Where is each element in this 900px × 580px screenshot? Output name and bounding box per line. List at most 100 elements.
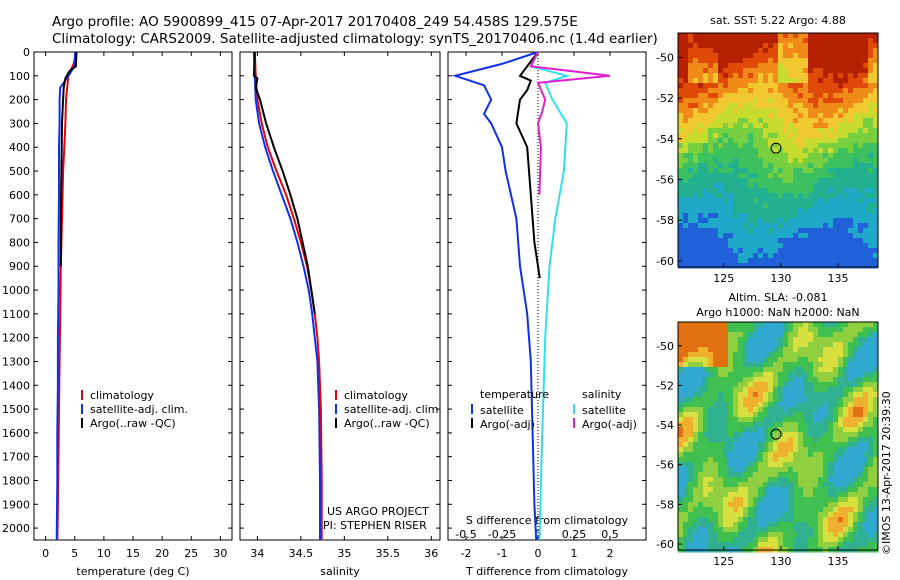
map-cell xyxy=(763,173,769,179)
map-cell xyxy=(858,427,864,433)
map-cell xyxy=(873,432,879,438)
map-cell xyxy=(858,228,864,234)
map-cell xyxy=(753,203,759,209)
map-cell xyxy=(783,228,789,234)
map-cell xyxy=(793,93,799,99)
map-cell xyxy=(708,153,714,159)
map-cell xyxy=(698,372,704,378)
map-cell xyxy=(873,168,879,174)
map-cell xyxy=(858,347,864,353)
map-cell xyxy=(703,58,709,64)
map-cell xyxy=(818,477,824,483)
map-cell xyxy=(708,522,714,528)
map-cell xyxy=(838,517,844,523)
map-cell xyxy=(728,492,734,498)
map-cell xyxy=(708,362,714,368)
map-cell xyxy=(718,143,724,149)
map-cell xyxy=(813,542,819,548)
map-cell xyxy=(748,148,754,154)
map-cell xyxy=(728,327,734,333)
map-cell xyxy=(703,417,709,423)
map-cell xyxy=(758,352,764,358)
map-cell xyxy=(738,103,744,109)
map-cell xyxy=(758,337,764,343)
map-cell xyxy=(818,392,824,398)
map-cell xyxy=(728,322,734,328)
map-cell xyxy=(718,417,724,423)
map-cell xyxy=(793,442,799,448)
map-cell xyxy=(683,63,689,69)
map-cell xyxy=(773,447,779,453)
map-cell xyxy=(758,507,764,513)
map-cell xyxy=(753,322,759,328)
map-cell xyxy=(773,198,779,204)
map-cell xyxy=(718,213,724,219)
map-y-tick-label: -50 xyxy=(656,340,674,353)
map-cell xyxy=(813,158,819,164)
map-cell xyxy=(873,422,879,428)
map-cell xyxy=(758,357,764,363)
map-cell xyxy=(788,73,794,79)
map-cell xyxy=(758,248,764,254)
map-cell xyxy=(843,138,849,144)
map-cell xyxy=(718,507,724,513)
map-cell xyxy=(738,158,744,164)
map-cell xyxy=(793,253,799,259)
map-cell xyxy=(858,108,864,114)
map-cell xyxy=(718,138,724,144)
map-cell xyxy=(693,357,699,363)
map-cell xyxy=(758,103,764,109)
map-cell xyxy=(743,527,749,533)
map-cell xyxy=(683,442,689,448)
map-cell xyxy=(753,327,759,333)
map-cell xyxy=(688,412,694,418)
map-cell xyxy=(848,507,854,513)
map-cell xyxy=(693,143,699,149)
map-cell xyxy=(803,53,809,59)
map-cell xyxy=(798,63,804,69)
map-cell xyxy=(683,223,689,229)
map-cell xyxy=(683,472,689,478)
map-cell xyxy=(873,253,879,259)
map-cell xyxy=(758,148,764,154)
map-cell xyxy=(713,163,719,169)
map-cell xyxy=(703,78,709,84)
map-cell xyxy=(853,407,859,413)
map-cell xyxy=(698,103,704,109)
map-cell xyxy=(798,437,804,443)
map-cell xyxy=(863,487,869,493)
map-cell xyxy=(868,33,874,39)
map-cell xyxy=(708,118,714,124)
map-cell xyxy=(783,332,789,338)
map-cell xyxy=(848,33,854,39)
map-cell xyxy=(818,337,824,343)
map-cell xyxy=(823,98,829,104)
map-cell xyxy=(738,128,744,134)
map-cell xyxy=(793,427,799,433)
map-cell xyxy=(748,43,754,49)
map-cell xyxy=(798,507,804,513)
map-cell xyxy=(773,377,779,383)
map-cell xyxy=(858,178,864,184)
map-cell xyxy=(858,83,864,89)
map-cell xyxy=(753,512,759,518)
map-cell xyxy=(703,477,709,483)
map-cell xyxy=(693,213,699,219)
map-cell xyxy=(693,347,699,353)
map-cell xyxy=(678,377,684,383)
map-cell xyxy=(743,412,749,418)
map-cell xyxy=(768,407,774,413)
y-tick-label: 300 xyxy=(9,117,30,130)
map-y-tick-label: -50 xyxy=(656,51,674,64)
map-cell xyxy=(803,342,809,348)
map-cell xyxy=(713,118,719,124)
map-cell xyxy=(698,78,704,84)
map-cell xyxy=(873,128,879,134)
map-y-tick-label: -56 xyxy=(656,459,674,472)
map-cell xyxy=(763,258,769,264)
map-cell xyxy=(743,437,749,443)
map-cell xyxy=(848,342,854,348)
map-cell xyxy=(798,83,804,89)
map-cell xyxy=(723,178,729,184)
map-cell xyxy=(823,263,829,269)
